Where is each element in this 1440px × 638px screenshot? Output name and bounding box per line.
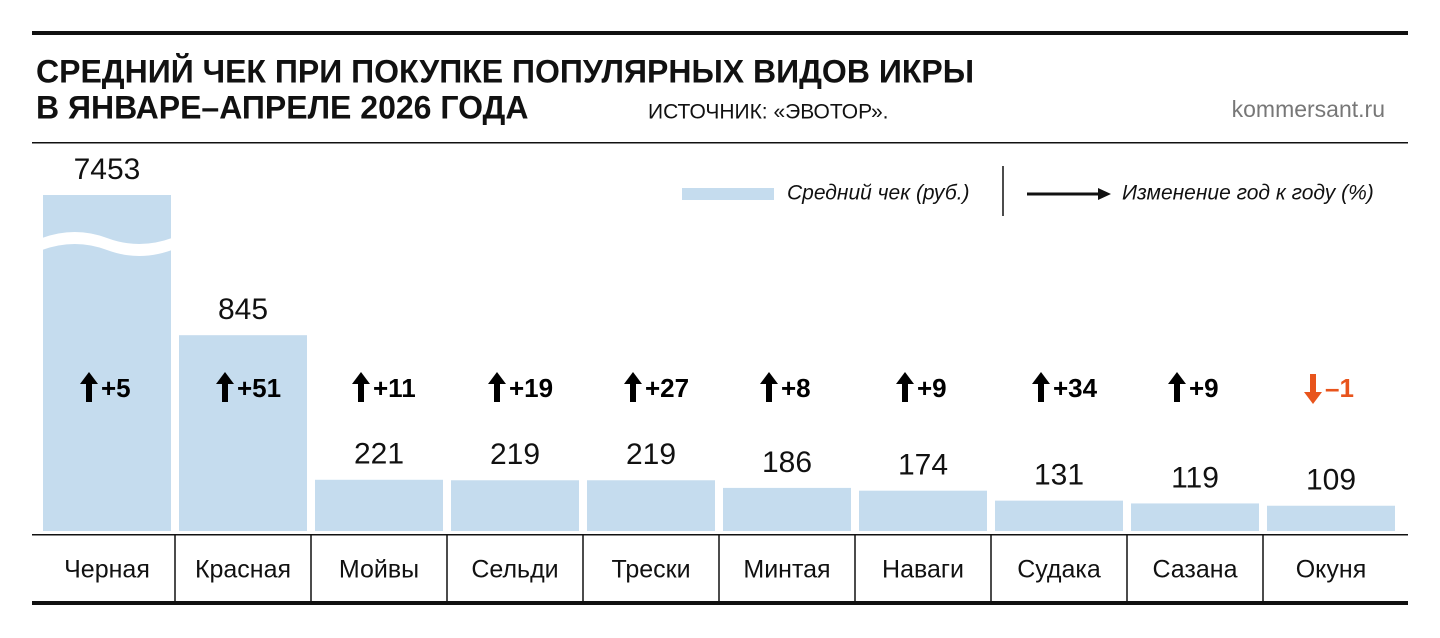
value-label: 109 [1306,464,1356,497]
change-arrow [352,372,370,402]
change-arrow [760,372,778,402]
bar [315,479,443,531]
change-arrow [1168,372,1186,402]
value-label: 119 [1171,461,1219,494]
legend-arrow [1098,188,1111,200]
x-tick-label: Сельди [471,556,558,584]
change-label: +9 [917,373,947,403]
x-tick-label: Минтая [743,556,830,584]
bar [859,490,987,531]
change-label: +51 [237,373,281,403]
change-arrow [216,372,234,402]
x-tick-label: Окуня [1296,556,1367,584]
change-label: –1 [1325,373,1354,403]
bar [723,487,851,531]
top-rule [32,31,1408,35]
change-arrow [1032,372,1050,402]
x-tick-label: Сазана [1152,556,1237,584]
axis-break [42,232,172,256]
chart-title: СРЕДНИЙ ЧЕК ПРИ ПОКУПКЕ ПОПУЛЯРНЫХ ВИДОВ… [36,53,974,89]
x-tick-label: Красная [195,556,291,584]
value-label: 7453 [74,153,141,186]
change-label: +34 [1053,373,1098,403]
bar [179,335,307,531]
change-label: +8 [781,373,811,403]
x-tick-label: Наваги [882,556,964,584]
legend-swatch [682,188,774,200]
value-label: 221 [354,438,404,471]
value-label: 186 [762,446,812,479]
chart-title: В ЯНВАРЕ–АПРЕЛЕ 2026 ГОДА [36,89,528,125]
bar [1267,505,1395,531]
legend-label: Изменение год к году (%) [1122,182,1374,205]
change-label: +27 [645,373,689,403]
change-label: +5 [101,373,131,403]
value-label: 174 [898,449,948,482]
legend-label: Средний чек (руб.) [787,182,970,205]
site: kommersant.ru [1232,96,1385,122]
bar [1131,503,1259,531]
baseline [32,534,1408,536]
x-tick-label: Судака [1017,556,1101,584]
change-arrow [624,372,642,402]
change-arrow [80,372,98,402]
change-arrow [896,372,914,402]
value-label: 131 [1034,459,1084,492]
source: ИСТОЧНИК: «ЭВОТОР». [648,101,888,124]
value-label: 219 [490,438,540,471]
bar [451,480,579,531]
rule [32,142,1408,144]
bottom-rule [32,601,1408,605]
bar [995,500,1123,531]
change-arrow [488,372,506,402]
value-label: 845 [218,293,268,326]
change-label: +19 [509,373,553,403]
change-label: +9 [1189,373,1219,403]
bar [587,480,715,531]
x-tick-label: Черная [64,556,150,584]
x-tick-label: Трески [611,556,690,584]
value-label: 219 [626,438,676,471]
change-label: +11 [373,373,416,403]
change-arrow [1304,374,1322,404]
x-tick-label: Мойвы [339,556,419,584]
